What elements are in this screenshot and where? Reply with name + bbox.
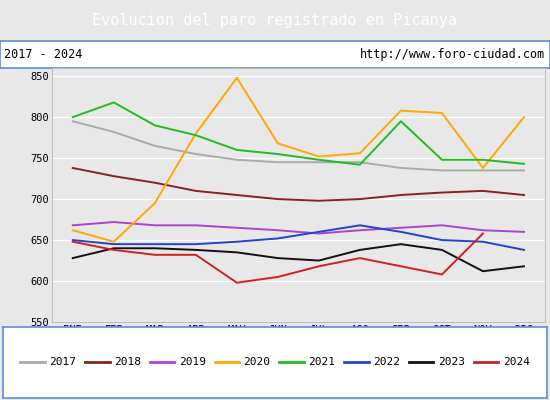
Legend: 2017, 2018, 2019, 2020, 2021, 2022, 2023, 2024: 2017, 2018, 2019, 2020, 2021, 2022, 2023… xyxy=(16,353,534,372)
Text: Evolucion del paro registrado en Picanya: Evolucion del paro registrado en Picanya xyxy=(92,14,458,28)
Text: 2017 - 2024: 2017 - 2024 xyxy=(4,48,83,61)
Text: http://www.foro-ciudad.com: http://www.foro-ciudad.com xyxy=(360,48,546,61)
